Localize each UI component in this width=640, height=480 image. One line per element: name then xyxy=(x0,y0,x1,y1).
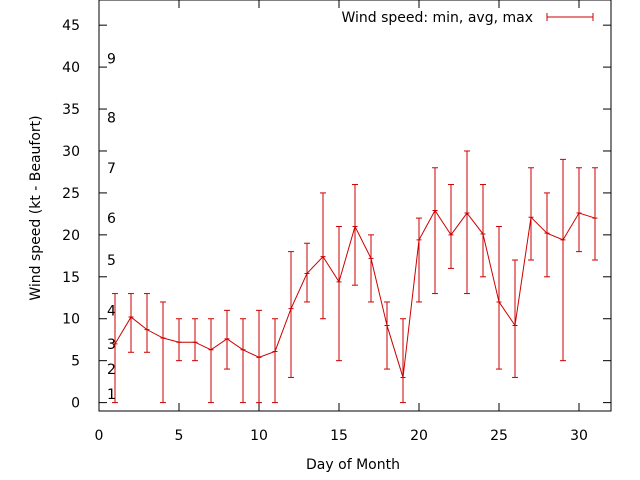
data-point xyxy=(192,339,198,345)
data-point xyxy=(544,230,550,236)
data-point xyxy=(400,374,406,380)
data-point xyxy=(464,210,470,216)
x-tick-label: 15 xyxy=(330,428,348,444)
data-point xyxy=(592,215,598,221)
beaufort-scale: 1 2 3 4 5 6 7 8 9 xyxy=(107,52,116,404)
x-axis-label: Day of Month xyxy=(306,457,400,473)
x-tick-label: 5 xyxy=(175,428,184,444)
y-tick-label: 25 xyxy=(62,186,80,202)
data-point xyxy=(112,341,118,347)
data-point xyxy=(576,210,582,216)
data-point xyxy=(256,354,262,360)
beaufort-label: 7 xyxy=(107,161,116,177)
legend: Wind speed: min, avg, max xyxy=(341,10,594,26)
y-tick-label: 5 xyxy=(71,354,80,370)
beaufort-label: 3 xyxy=(107,337,116,353)
y-tick-label: 35 xyxy=(62,102,80,118)
data-point xyxy=(304,270,310,276)
data-point xyxy=(432,208,438,214)
data-point xyxy=(288,306,294,312)
data-point xyxy=(336,279,342,285)
data-point xyxy=(208,347,214,353)
beaufort-label: 9 xyxy=(107,52,116,68)
data-point xyxy=(384,322,390,328)
beaufort-label: 4 xyxy=(107,303,116,319)
beaufort-label: 6 xyxy=(107,211,116,227)
beaufort-label: 1 xyxy=(107,387,116,403)
y-tick-label: 30 xyxy=(62,144,80,160)
beaufort-label: 2 xyxy=(107,362,116,378)
y-tick-label: 0 xyxy=(71,396,80,412)
y-axis-label: Wind speed (kt - Beaufort) xyxy=(28,115,44,300)
data-point xyxy=(352,223,358,229)
series-layer xyxy=(112,150,598,404)
data-point xyxy=(480,231,486,237)
data-point xyxy=(560,237,566,243)
y-tick-label: 20 xyxy=(62,228,80,244)
x-tick-label: 10 xyxy=(250,428,268,444)
beaufort-label: 8 xyxy=(107,110,116,126)
data-point xyxy=(512,322,518,328)
data-point xyxy=(176,339,182,345)
legend-label: Wind speed: min, avg, max xyxy=(341,10,533,26)
data-point xyxy=(272,348,278,354)
x-tick-label: 0 xyxy=(95,428,104,444)
data-point xyxy=(496,299,502,305)
x-tick-label: 25 xyxy=(490,428,508,444)
data-point xyxy=(128,314,134,320)
data-point xyxy=(224,336,230,342)
y-tick-label: 10 xyxy=(62,312,80,328)
x-tick-label: 30 xyxy=(570,428,588,444)
y-tick-label: 45 xyxy=(62,18,80,34)
data-point xyxy=(144,327,150,333)
data-point xyxy=(528,214,534,220)
plot-frame xyxy=(98,0,612,412)
data-point xyxy=(320,254,326,260)
y-tick-label: 40 xyxy=(62,60,80,76)
x-tick-label: 20 xyxy=(410,428,428,444)
data-point xyxy=(368,255,374,261)
y-tick-label: 15 xyxy=(62,270,80,286)
data-point xyxy=(160,335,166,341)
data-point xyxy=(240,347,246,353)
data-point xyxy=(448,232,454,238)
beaufort-label: 5 xyxy=(107,253,116,269)
data-point xyxy=(416,237,422,243)
